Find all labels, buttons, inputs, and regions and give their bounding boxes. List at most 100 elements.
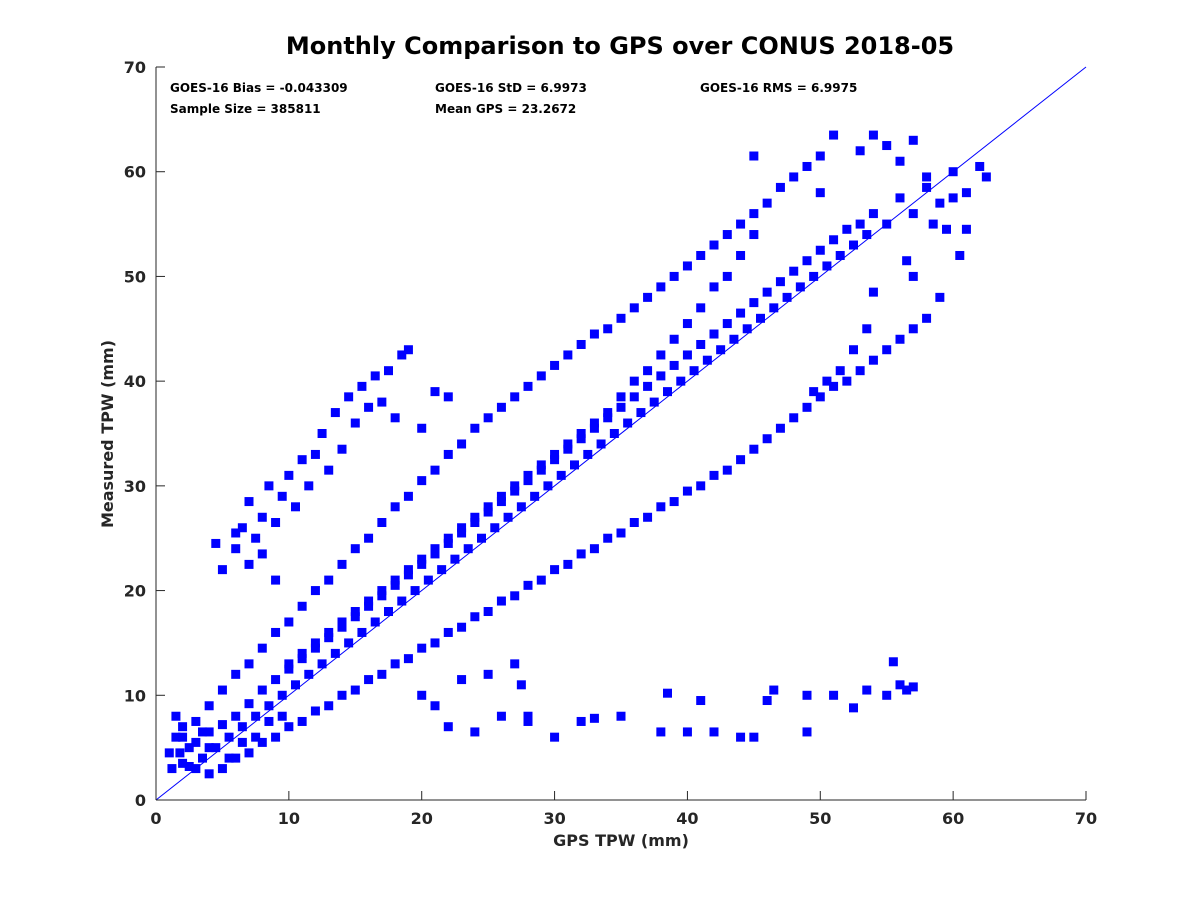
scatter-point [935,292,945,302]
scatter-point [184,743,194,753]
scatter-point [457,439,467,449]
scatter-point [815,151,825,161]
scatter-point [457,523,467,533]
scatter-point [868,130,878,140]
scatter-point [496,711,506,721]
scatter-point [297,601,307,611]
scatter-point [337,444,347,454]
y-tick-label: 40 [124,372,146,391]
scatter-point [443,627,453,637]
scatter-point [350,418,360,428]
rms-annotation: GOES-16 RMS = 6.9975 [700,81,857,95]
scatter-point [237,722,247,732]
scatter-point [815,392,825,402]
scatter-point [364,675,374,685]
scatter-point [430,638,440,648]
scatter-point [324,627,334,637]
scatter-point [410,586,420,596]
scatter-point [324,575,334,585]
scatter-point [377,669,387,679]
scatter-point [231,711,241,721]
scatter-point [736,219,746,229]
scatter-point [609,429,619,438]
scatter-point [922,313,932,323]
scatter-point [570,460,579,470]
chart-title: Monthly Comparison to GPS over CONUS 201… [286,32,954,60]
scatter-point [809,387,819,397]
scatter-point [470,423,480,433]
scatter-point [895,334,905,344]
scatter-point [463,544,473,554]
scatter-point [437,565,447,575]
scatter-point [849,703,858,713]
scatter-point [344,638,354,648]
scatter-point [496,402,506,412]
scatter-point [709,329,719,339]
std-annotation: GOES-16 StD = 6.9973 [435,81,587,95]
scatter-point [616,392,626,402]
scatter-point [257,737,267,747]
scatter-point [829,381,839,391]
scatter-point [178,722,188,732]
scatter-point [802,256,812,266]
scatter-point [324,465,334,475]
scatter-point [669,271,679,281]
scatter-point [981,172,991,182]
scatter-point [749,444,759,454]
scatter-point [656,727,666,737]
scatter-point [397,350,407,360]
scatter-point [815,188,825,198]
scatter-point [669,497,679,507]
scatter-point [762,434,772,444]
scatter-point [835,366,845,376]
scatter-point [516,502,526,512]
scatter-point [164,748,174,758]
scatter-point [277,711,287,721]
scatter-point [317,429,327,438]
scatter-point [477,533,486,543]
scatter-point [211,538,221,548]
scatter-point [696,250,706,260]
scatter-point [822,261,832,271]
scatter-point [510,659,520,669]
scatter-point [589,329,599,339]
scatter-point [390,580,400,590]
scatter-point [882,219,892,229]
scatter-point [443,722,453,732]
scatter-point [736,250,746,260]
scatter-point [868,209,878,219]
scatter-point [364,533,374,543]
scatter-point [908,135,918,145]
scatter-point [483,507,493,517]
scatter-point [271,675,281,685]
scatter-point [749,209,759,219]
scatter-point [377,397,387,407]
scatter-point [682,486,692,496]
scatter-point [317,659,327,669]
y-axis-label: Measured TPW (mm) [98,340,117,528]
scatter-point [523,470,533,480]
scatter-point [324,701,334,711]
mean-gps-annotation: Mean GPS = 23.2672 [435,102,576,116]
scatter-point [709,470,719,480]
scatter-point [656,350,666,360]
scatter-point [749,298,759,308]
scatter-point [550,565,560,575]
scatter-point [782,292,792,302]
scatter-point [364,402,374,412]
scatter-point [297,654,307,664]
scatter-point [902,256,912,266]
scatter-point [443,538,453,548]
scatter-point [789,266,799,276]
scatter-point [244,748,254,758]
scatter-point [722,230,732,240]
x-tick-label: 0 [150,809,161,828]
scatter-point [257,549,267,559]
scatter-point [403,345,413,355]
scatter-point [257,685,267,695]
scatter-point [829,130,839,140]
scatter-point [297,716,307,726]
scatter-point [496,596,506,606]
scatter-point [231,528,241,538]
